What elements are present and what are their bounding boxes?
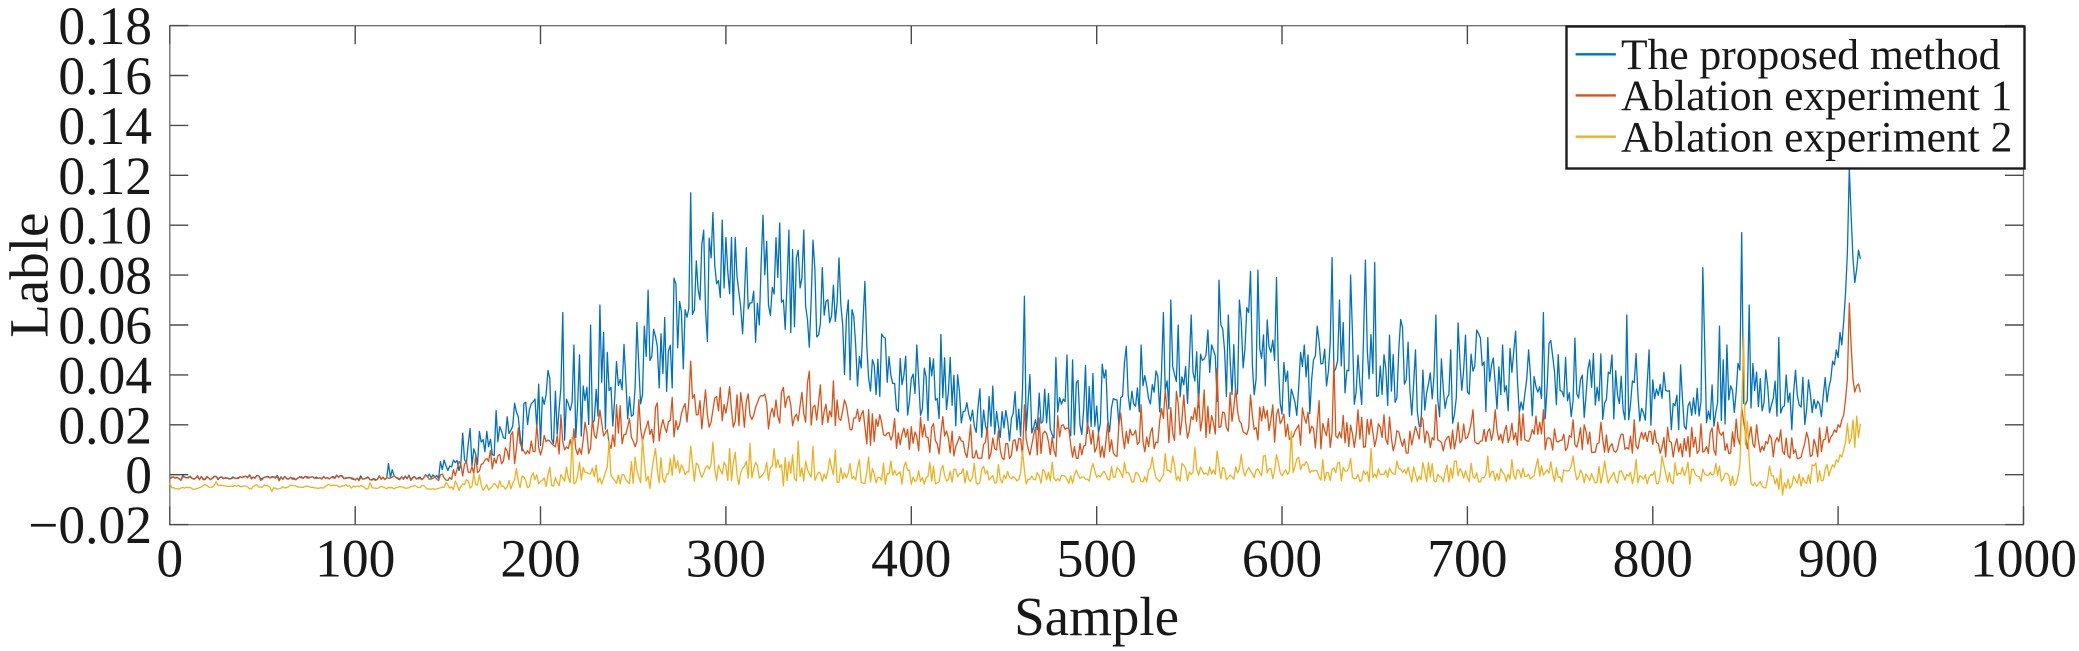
svg-text:0: 0 xyxy=(125,445,152,505)
svg-text:700: 700 xyxy=(1427,529,1507,589)
svg-text:900: 900 xyxy=(1798,529,1878,589)
svg-text:800: 800 xyxy=(1613,529,1693,589)
svg-text:0.16: 0.16 xyxy=(58,46,152,106)
svg-text:0.06: 0.06 xyxy=(58,296,152,356)
svg-text:0.10: 0.10 xyxy=(58,196,152,256)
svg-text:300: 300 xyxy=(686,529,766,589)
svg-text:0.18: 0.18 xyxy=(58,0,152,56)
svg-text:100: 100 xyxy=(315,529,395,589)
svg-text:Lable: Lable xyxy=(0,213,60,338)
svg-text:0.08: 0.08 xyxy=(58,246,152,306)
svg-text:500: 500 xyxy=(1057,529,1137,589)
svg-text:−0.02: −0.02 xyxy=(28,495,152,555)
svg-text:The proposed method: The proposed method xyxy=(1621,31,2001,79)
svg-text:0.04: 0.04 xyxy=(58,345,152,405)
svg-text:0.02: 0.02 xyxy=(58,395,152,455)
svg-text:0.14: 0.14 xyxy=(58,96,152,156)
svg-text:0: 0 xyxy=(156,529,183,589)
svg-text:200: 200 xyxy=(500,529,580,589)
svg-text:Ablation experiment 1: Ablation experiment 1 xyxy=(1621,72,2012,120)
svg-text:600: 600 xyxy=(1242,529,1322,589)
svg-text:0.12: 0.12 xyxy=(58,146,152,206)
svg-text:Sample: Sample xyxy=(1014,586,1179,647)
svg-text:1000: 1000 xyxy=(1970,529,2077,589)
svg-text:Ablation experiment 2: Ablation experiment 2 xyxy=(1621,113,2012,161)
svg-text:400: 400 xyxy=(871,529,951,589)
